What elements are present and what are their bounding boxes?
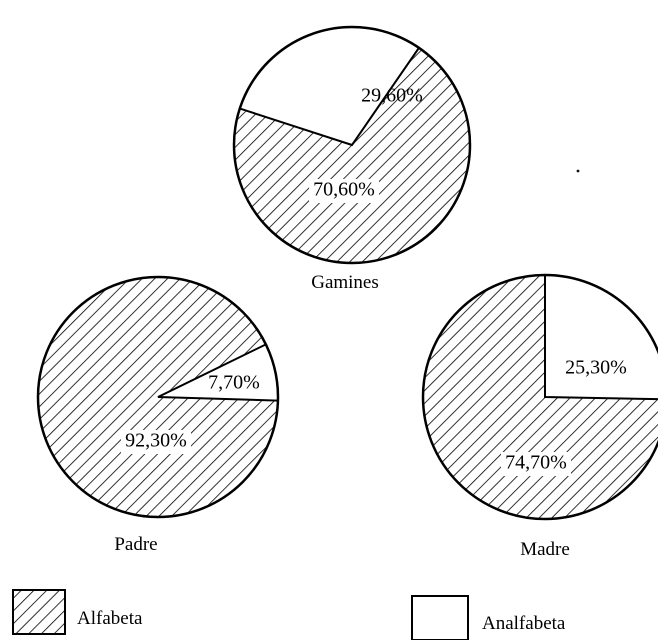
slice-label-alfabeta: 74,70% bbox=[505, 452, 567, 474]
legend-label: Analfabeta bbox=[482, 613, 566, 634]
chart-title-madre: Madre bbox=[520, 539, 570, 560]
slice-label-analfabeta: 7,70% bbox=[208, 372, 260, 394]
pie-outline bbox=[232, 25, 472, 265]
slice-label-alfabeta: 70,60% bbox=[313, 179, 375, 201]
slice-label-background bbox=[121, 430, 191, 454]
legend-item-alfabeta: Alfabeta bbox=[12, 589, 143, 635]
slice-label-background bbox=[309, 179, 379, 203]
pie-chart-madre: 25,30% 74,70% Madre bbox=[421, 273, 658, 560]
scan-speck bbox=[576, 169, 580, 173]
legend: Alfabeta Analfabeta bbox=[12, 589, 566, 640]
legend-swatch bbox=[411, 595, 469, 640]
slice-label-analfabeta: 29,60% bbox=[361, 85, 423, 107]
chart-title-gamines: Gamines bbox=[311, 272, 379, 293]
legend-item-analfabeta: Analfabeta bbox=[411, 595, 566, 640]
chart-title-padre: Padre bbox=[114, 534, 157, 555]
slice-label-alfabeta: 92,30% bbox=[125, 430, 187, 452]
pie-outline bbox=[421, 273, 658, 521]
pies-layer: 29,60% 70,60% Gamines 7,70% 92,30% Padre 25,30… bbox=[36, 25, 658, 560]
slice-label-background bbox=[501, 452, 571, 476]
legend-label: Alfabeta bbox=[77, 608, 143, 629]
pie-outline bbox=[36, 275, 280, 519]
pie-chart-padre: 7,70% 92,30% Padre bbox=[36, 275, 280, 555]
slice-analfabeta bbox=[544, 273, 658, 401]
pie-chart-gamines: 29,60% 70,60% Gamines bbox=[232, 25, 472, 293]
legend-swatch bbox=[12, 589, 66, 635]
slice-label-analfabeta: 25,30% bbox=[565, 357, 627, 379]
